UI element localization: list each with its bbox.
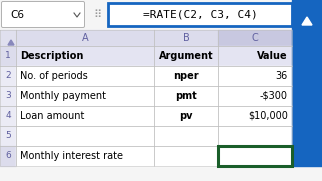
Text: A: A — [82, 33, 88, 43]
Text: 6: 6 — [5, 151, 11, 161]
Text: Value: Value — [257, 51, 288, 61]
Text: 5: 5 — [5, 132, 11, 140]
Bar — [108, 3, 292, 26]
Text: Monthly interest rate: Monthly interest rate — [20, 151, 123, 161]
Text: pv: pv — [179, 111, 193, 121]
Text: -$300: -$300 — [260, 91, 288, 101]
Text: 1: 1 — [5, 52, 11, 60]
Text: Loan amount: Loan amount — [20, 111, 84, 121]
Text: B: B — [183, 33, 189, 43]
Text: Description: Description — [20, 51, 83, 61]
Polygon shape — [8, 40, 14, 45]
Text: 4: 4 — [5, 111, 11, 121]
Text: No. of periods: No. of periods — [20, 71, 88, 81]
Text: Monthly payment: Monthly payment — [20, 91, 106, 101]
Text: 3: 3 — [5, 92, 11, 100]
Text: =RATE(C2, C3, C4): =RATE(C2, C3, C4) — [143, 9, 257, 20]
FancyBboxPatch shape — [2, 1, 84, 28]
Text: C6: C6 — [10, 10, 24, 20]
Text: 0.42%: 0.42% — [257, 151, 288, 161]
Bar — [218, 146, 292, 166]
Text: pmt: pmt — [175, 91, 197, 101]
Text: Argument: Argument — [159, 51, 213, 61]
Text: nper: nper — [173, 71, 199, 81]
Text: ⠿: ⠿ — [93, 10, 101, 20]
Text: $10,000: $10,000 — [248, 111, 288, 121]
Polygon shape — [302, 17, 312, 25]
Text: 2: 2 — [5, 71, 11, 81]
Text: 36: 36 — [276, 71, 288, 81]
Text: C: C — [251, 33, 258, 43]
